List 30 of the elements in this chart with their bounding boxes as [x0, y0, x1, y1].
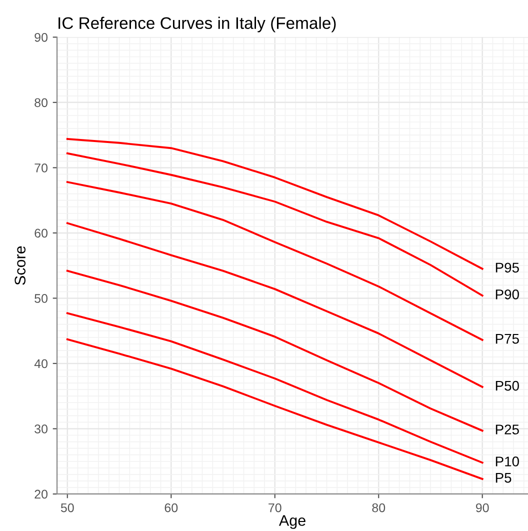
y-tick-label: 70 — [34, 163, 48, 172]
series-label: P10 — [496, 456, 519, 466]
series-label: P25 — [496, 424, 519, 434]
line-series — [66, 138, 484, 270]
y-tick-label: 40 — [34, 359, 48, 368]
y-axis-title: Score — [14, 246, 26, 285]
series-label: P95 — [496, 262, 519, 273]
x-tick-label: 60 — [164, 503, 178, 512]
y-tick-label: 30 — [34, 424, 48, 434]
y-tick-label: 20 — [34, 490, 48, 499]
y-tick-label: 60 — [34, 228, 48, 238]
line-series — [66, 338, 484, 480]
x-tick-label: 50 — [60, 503, 74, 512]
line-series — [66, 270, 484, 432]
x-axis-title: Age — [278, 515, 306, 529]
y-tick-label: 80 — [34, 98, 48, 108]
line-series — [66, 312, 484, 464]
x-tick-label: 70 — [268, 503, 282, 512]
x-tick-label: 80 — [372, 503, 386, 512]
series-label: P75 — [496, 334, 519, 344]
y-tick-label: 50 — [34, 294, 48, 303]
line-series — [66, 152, 484, 297]
line-series — [66, 181, 484, 341]
x-tick-label: 90 — [476, 503, 489, 512]
series-label: P90 — [496, 289, 519, 300]
series-label: P5 — [496, 473, 512, 483]
series-label: P50 — [496, 380, 519, 391]
y-tick-label: 90 — [34, 32, 48, 42]
line-series — [66, 222, 484, 388]
chart-title: IC Reference Curves in Italy (Female) — [58, 16, 336, 32]
